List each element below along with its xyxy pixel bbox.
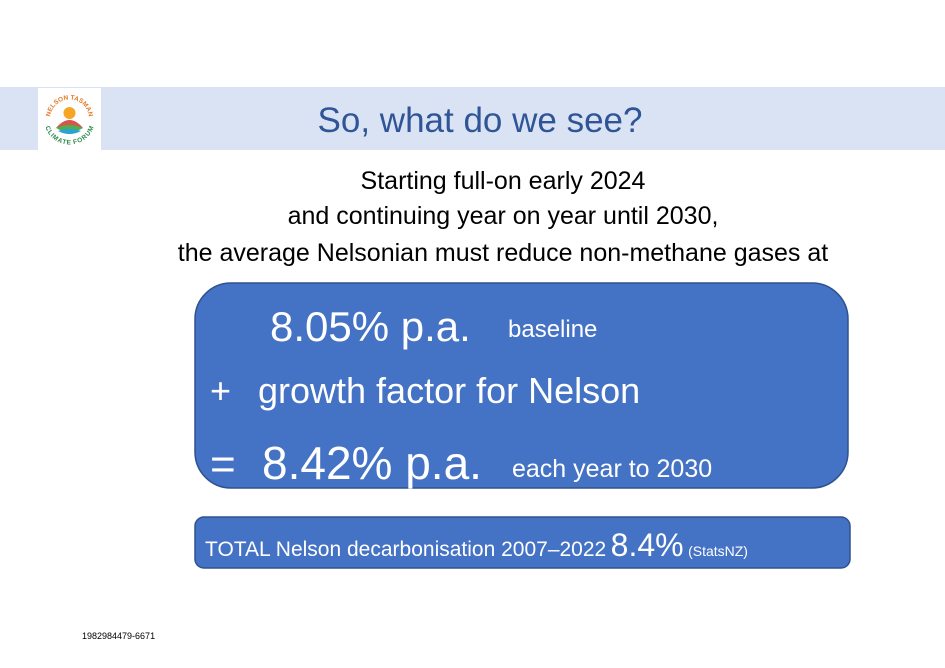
logo: NELSON TASMAN CLIMATE FORUM	[38, 88, 101, 150]
baseline-value: 8.05% p.a.	[270, 303, 471, 350]
plus-sign: +	[210, 370, 231, 411]
slide-title: So, what do we see?	[318, 101, 643, 140]
total-box	[194, 516, 851, 569]
total-source: (StatsNZ)	[688, 543, 748, 559]
result-label: each year to 2030	[512, 455, 712, 483]
baseline-label: baseline	[508, 316, 597, 343]
footer-id: 1982984479-6671	[82, 631, 155, 641]
logo-sun	[63, 107, 76, 119]
result-value: 8.42% p.a.	[262, 437, 482, 489]
intro-line: the average Nelsonian must reduce non-me…	[178, 239, 828, 267]
total-label: TOTAL Nelson decarbonisation 2007–2022	[205, 538, 606, 561]
total-value: 8.4%	[611, 527, 684, 563]
rate-box	[194, 282, 849, 489]
logo-water	[58, 129, 81, 134]
intro-line: and continuing year on year until 2030,	[288, 202, 719, 230]
growth-label: growth factor for Nelson	[258, 370, 640, 411]
header-band	[0, 87, 945, 150]
intro-line: Starting full-on early 2024	[361, 167, 646, 195]
total-text: TOTAL Nelson decarbonisation 2007–2022 8…	[205, 527, 748, 563]
equals-sign: =	[210, 440, 236, 489]
